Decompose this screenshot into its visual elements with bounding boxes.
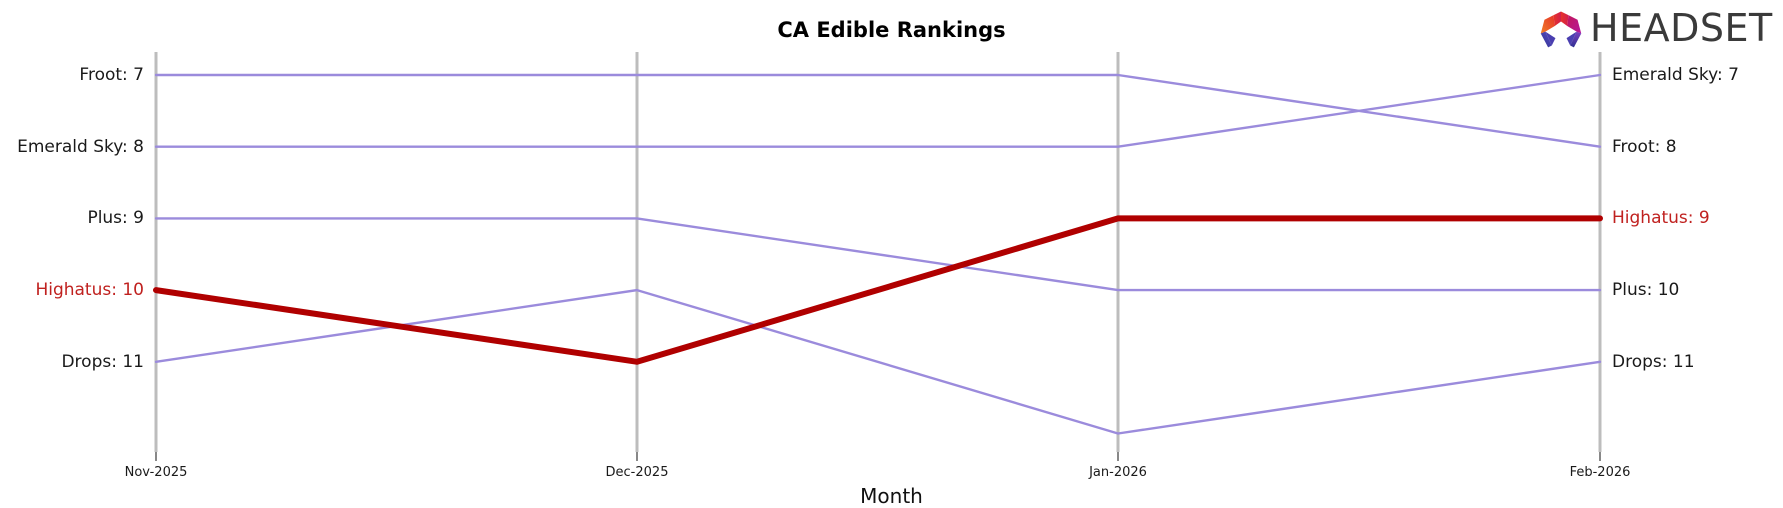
brand-wordmark: HEADSET [1590, 6, 1773, 50]
series-line-plus[interactable] [154, 217, 1602, 292]
series-lines [153, 73, 1603, 435]
right-rank-label-2: Highatus: 9 [1612, 208, 1710, 229]
axis-tickmarks [155, 452, 1601, 461]
series-line-emerald-sky[interactable] [154, 73, 1602, 148]
x-axis-title: Month [860, 484, 923, 508]
x-tick-label-1: Dec-2025 [605, 465, 669, 480]
right-rank-label-4: Drops: 11 [1612, 351, 1695, 372]
right-rank-label-3: Plus: 10 [1612, 280, 1680, 301]
series-line-highatus[interactable] [153, 215, 1603, 365]
left-rank-label-0: Froot: 7 [79, 65, 144, 85]
left-rank-label-4: Drops: 11 [61, 351, 144, 372]
headset-logo: HEADSET [1538, 4, 1773, 52]
left-rank-label-1: Emerald Sky: 8 [17, 136, 144, 157]
series-line-froot[interactable] [154, 73, 1602, 148]
page-title: CA Edible Rankings [777, 18, 1006, 42]
x-tick-label-2: Jan-2026 [1089, 465, 1147, 480]
series-line-drops[interactable] [154, 288, 1602, 435]
left-rank-label-3: Highatus: 10 [35, 280, 144, 301]
right-rank-label-1: Froot: 8 [1612, 136, 1677, 157]
x-tick-label-0: Nov-2025 [124, 465, 188, 480]
left-rank-label-2: Plus: 9 [87, 208, 144, 229]
x-tick-label-3: Feb-2026 [1569, 465, 1631, 480]
headset-hexagon-logo-icon [1540, 11, 1582, 48]
axis-lines [154, 52, 1602, 452]
right-rank-label-0: Emerald Sky: 7 [1612, 65, 1739, 85]
